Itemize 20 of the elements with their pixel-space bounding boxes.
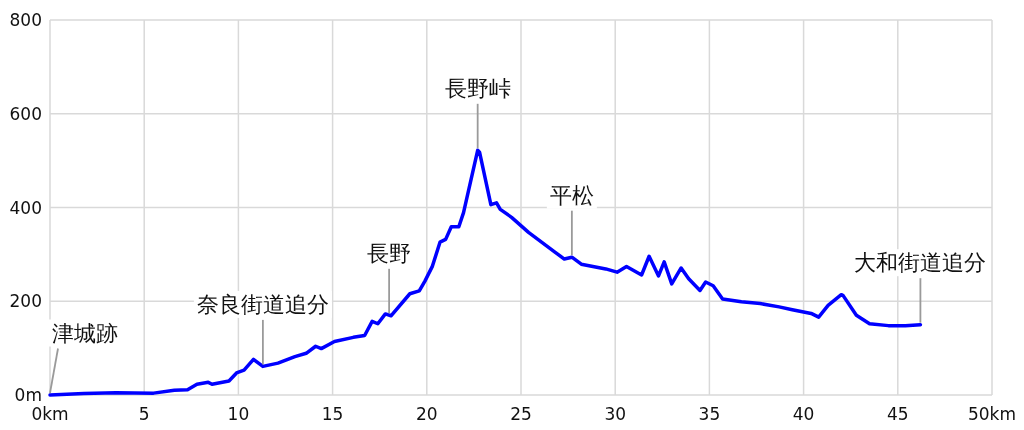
y-tick-label: 400 <box>9 197 42 218</box>
x-tick-label: 45 <box>886 404 909 424</box>
x-tick-label: 35 <box>698 404 721 424</box>
y-tick-label: 200 <box>9 291 42 312</box>
annotation: 津城跡 <box>49 319 121 347</box>
x-tick-label: 5 <box>138 404 150 424</box>
annotation: 奈良街道追分 <box>193 290 332 318</box>
y-tick-label: 800 <box>9 10 42 30</box>
x-tick-label: 20 <box>415 404 438 424</box>
x-tick-label: 0km <box>31 404 69 424</box>
x-tick-label: 25 <box>510 404 532 424</box>
x-tick-label: 40 <box>792 404 815 424</box>
y-tick-label: 0m <box>14 385 42 405</box>
x-tick-label: 30 <box>604 404 627 424</box>
x-tick-label: 10 <box>227 404 250 424</box>
x-tick-label: 15 <box>321 404 344 424</box>
y-tick-label: 600 <box>9 103 42 124</box>
annotation: 長野峠 <box>441 74 514 102</box>
annotation: 長野 <box>364 239 415 267</box>
x-tick-label: 50km <box>967 404 1017 424</box>
